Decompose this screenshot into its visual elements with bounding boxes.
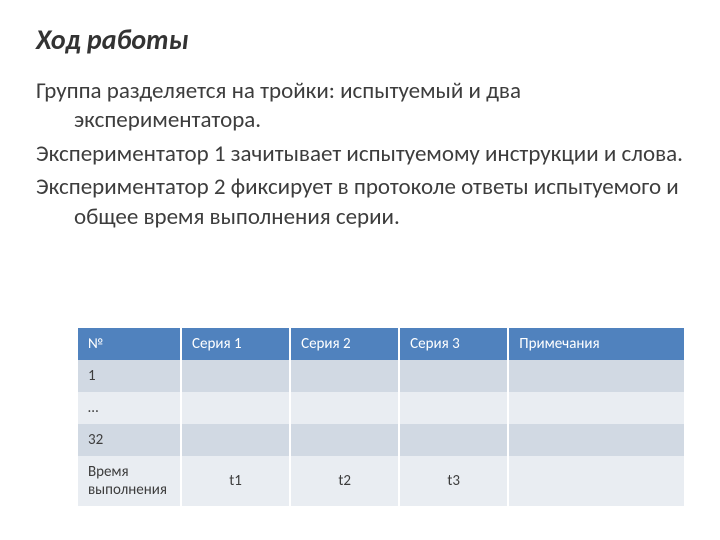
table-header-row: № Серия 1 Серия 2 Серия 3 Примечания <box>78 328 684 360</box>
body-text: Группа разделяется на тройки: испытуемый… <box>36 77 684 232</box>
cell <box>508 392 684 424</box>
col-header-series3: Серия 3 <box>399 328 508 360</box>
col-header-notes: Примечания <box>508 328 684 360</box>
cell <box>181 360 290 392</box>
col-header-series2: Серия 2 <box>290 328 399 360</box>
cell: 32 <box>78 424 181 456</box>
paragraph-2: Экспериментатор 1 зачитывает испытуемому… <box>36 140 684 169</box>
cell <box>290 392 399 424</box>
table-row: … <box>78 392 684 424</box>
cell <box>399 360 508 392</box>
table-row: 32 <box>78 424 684 456</box>
cell <box>399 424 508 456</box>
cell: 1 <box>78 360 181 392</box>
slide: Ход работы Группа разделяется на тройки:… <box>0 0 720 540</box>
cell <box>290 424 399 456</box>
cell-t3: t3 <box>399 456 508 506</box>
cell <box>181 424 290 456</box>
cell <box>508 424 684 456</box>
paragraph-3: Экспериментатор 2 фиксирует в протоколе … <box>36 173 684 232</box>
table-row: Время выполнения t1 t2 t3 <box>78 456 684 506</box>
table-row: 1 <box>78 360 684 392</box>
paragraph-1: Группа разделяется на тройки: испытуемый… <box>36 77 684 136</box>
data-table: № Серия 1 Серия 2 Серия 3 Примечания 1 … <box>78 328 684 506</box>
cell-t2: t2 <box>290 456 399 506</box>
cell-t1: t1 <box>181 456 290 506</box>
cell <box>508 360 684 392</box>
cell: … <box>78 392 181 424</box>
col-header-series1: Серия 1 <box>181 328 290 360</box>
slide-title: Ход работы <box>36 22 684 57</box>
cell <box>508 456 684 506</box>
cell <box>181 392 290 424</box>
data-table-wrap: № Серия 1 Серия 2 Серия 3 Примечания 1 … <box>78 328 684 506</box>
col-header-number: № <box>78 328 181 360</box>
cell <box>399 392 508 424</box>
cell <box>290 360 399 392</box>
cell-time-label: Время выполнения <box>78 456 181 506</box>
